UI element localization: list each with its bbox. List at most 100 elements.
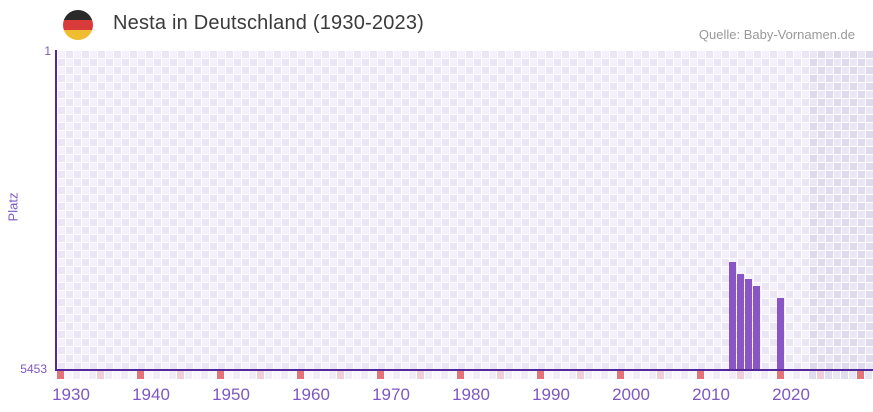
year-tick-cell [785,371,793,379]
year-tick-cell [449,371,457,379]
year-tick-cell [337,371,345,379]
year-tick-cell [489,371,497,379]
year-tick-cell [521,371,529,379]
year-tick-cell [801,371,809,379]
x-axis-labels: 1930 1940 1950 1960 1970 1980 1990 2000 2010 2020 [0,385,873,405]
year-tick-1940 [137,371,145,379]
year-tick-cell [73,371,81,379]
year-tick-cell [153,371,161,379]
x-tick-label-1980: 1980 [452,385,490,404]
year-tick-cell [849,371,857,379]
year-tick-cell [145,371,153,379]
plot-area [57,50,873,369]
year-tick-cell [673,371,681,379]
year-tick-cell [817,371,825,379]
year-tick-cell [121,371,129,379]
year-tick-cell [465,371,473,379]
x-tick-label-2020: 2020 [772,385,810,404]
year-tick-cell [833,371,841,379]
year-tick-2020 [777,371,785,379]
year-tick-cell [321,371,329,379]
year-tick-cell [161,371,169,379]
y-axis-title: Platz [5,192,21,222]
year-tick-cell [289,371,297,379]
bar-2016[interactable] [745,279,752,369]
year-tick-cell [481,371,489,379]
year-tick-cell [761,371,769,379]
year-tick-cell [369,371,377,379]
year-tick-cell [257,371,265,379]
year-tick-cell [665,371,673,379]
year-tick-cell [865,371,873,379]
year-tick-cell [193,371,201,379]
year-tick-cell [209,371,217,379]
year-tick-cell [385,371,393,379]
year-tick-cell [641,371,649,379]
year-tick-cell [601,371,609,379]
year-tick-cell [273,371,281,379]
year-tick-cell [265,371,273,379]
year-tick-cell [585,371,593,379]
x-tick-row [57,371,873,379]
year-tick-1980 [457,371,465,379]
year-tick-cell [425,371,433,379]
year-tick-1950 [217,371,225,379]
year-tick-cell [633,371,641,379]
year-tick-cell [657,371,665,379]
year-tick-cell [249,371,257,379]
year-tick-cell [89,371,97,379]
year-tick-cell [81,371,89,379]
year-tick-cell [353,371,361,379]
year-tick-cell [169,371,177,379]
year-tick-cell [545,371,553,379]
year-tick-cell [241,371,249,379]
year-tick-cell [97,371,105,379]
year-tick-2030 [857,371,865,379]
year-tick-2010 [697,371,705,379]
year-tick-cell [433,371,441,379]
year-tick-cell [65,371,73,379]
year-tick-cell [689,371,697,379]
year-tick-cell [505,371,513,379]
x-tick-label-1930: 1930 [52,385,90,404]
year-tick-cell [721,371,729,379]
year-tick-cell [553,371,561,379]
x-tick-label-1990: 1990 [532,385,570,404]
year-tick-cell [513,371,521,379]
year-tick-1970 [377,371,385,379]
year-tick-cell [793,371,801,379]
year-tick-cell [305,371,313,379]
german-flag-icon [63,10,93,40]
x-tick-label-1950: 1950 [212,385,250,404]
year-tick-cell [769,371,777,379]
year-tick-cell [681,371,689,379]
year-tick-cell [417,371,425,379]
year-tick-cell [441,371,449,379]
year-tick-cell [233,371,241,379]
bar-2017[interactable] [753,285,760,369]
year-tick-cell [593,371,601,379]
year-tick-cell [841,371,849,379]
year-tick-1990 [537,371,545,379]
year-tick-1930 [57,371,65,379]
x-tick-label-2010: 2010 [692,385,730,404]
year-tick-cell [393,371,401,379]
year-tick-cell [201,371,209,379]
year-tick-cell [225,371,233,379]
y-axis-top-label: 1 [44,44,51,58]
bar-2020[interactable] [777,297,784,369]
year-tick-cell [185,371,193,379]
year-tick-cell [729,371,737,379]
x-tick-label-2000: 2000 [612,385,650,404]
year-tick-cell [609,371,617,379]
x-tick-label-1940: 1940 [132,385,170,404]
year-tick-2000 [617,371,625,379]
year-tick-cell [113,371,121,379]
x-axis-line [55,369,873,371]
bar-2014[interactable] [729,261,736,369]
bar-2015[interactable] [737,274,744,369]
year-tick-cell [753,371,761,379]
year-tick-cell [409,371,417,379]
year-tick-cell [129,371,137,379]
